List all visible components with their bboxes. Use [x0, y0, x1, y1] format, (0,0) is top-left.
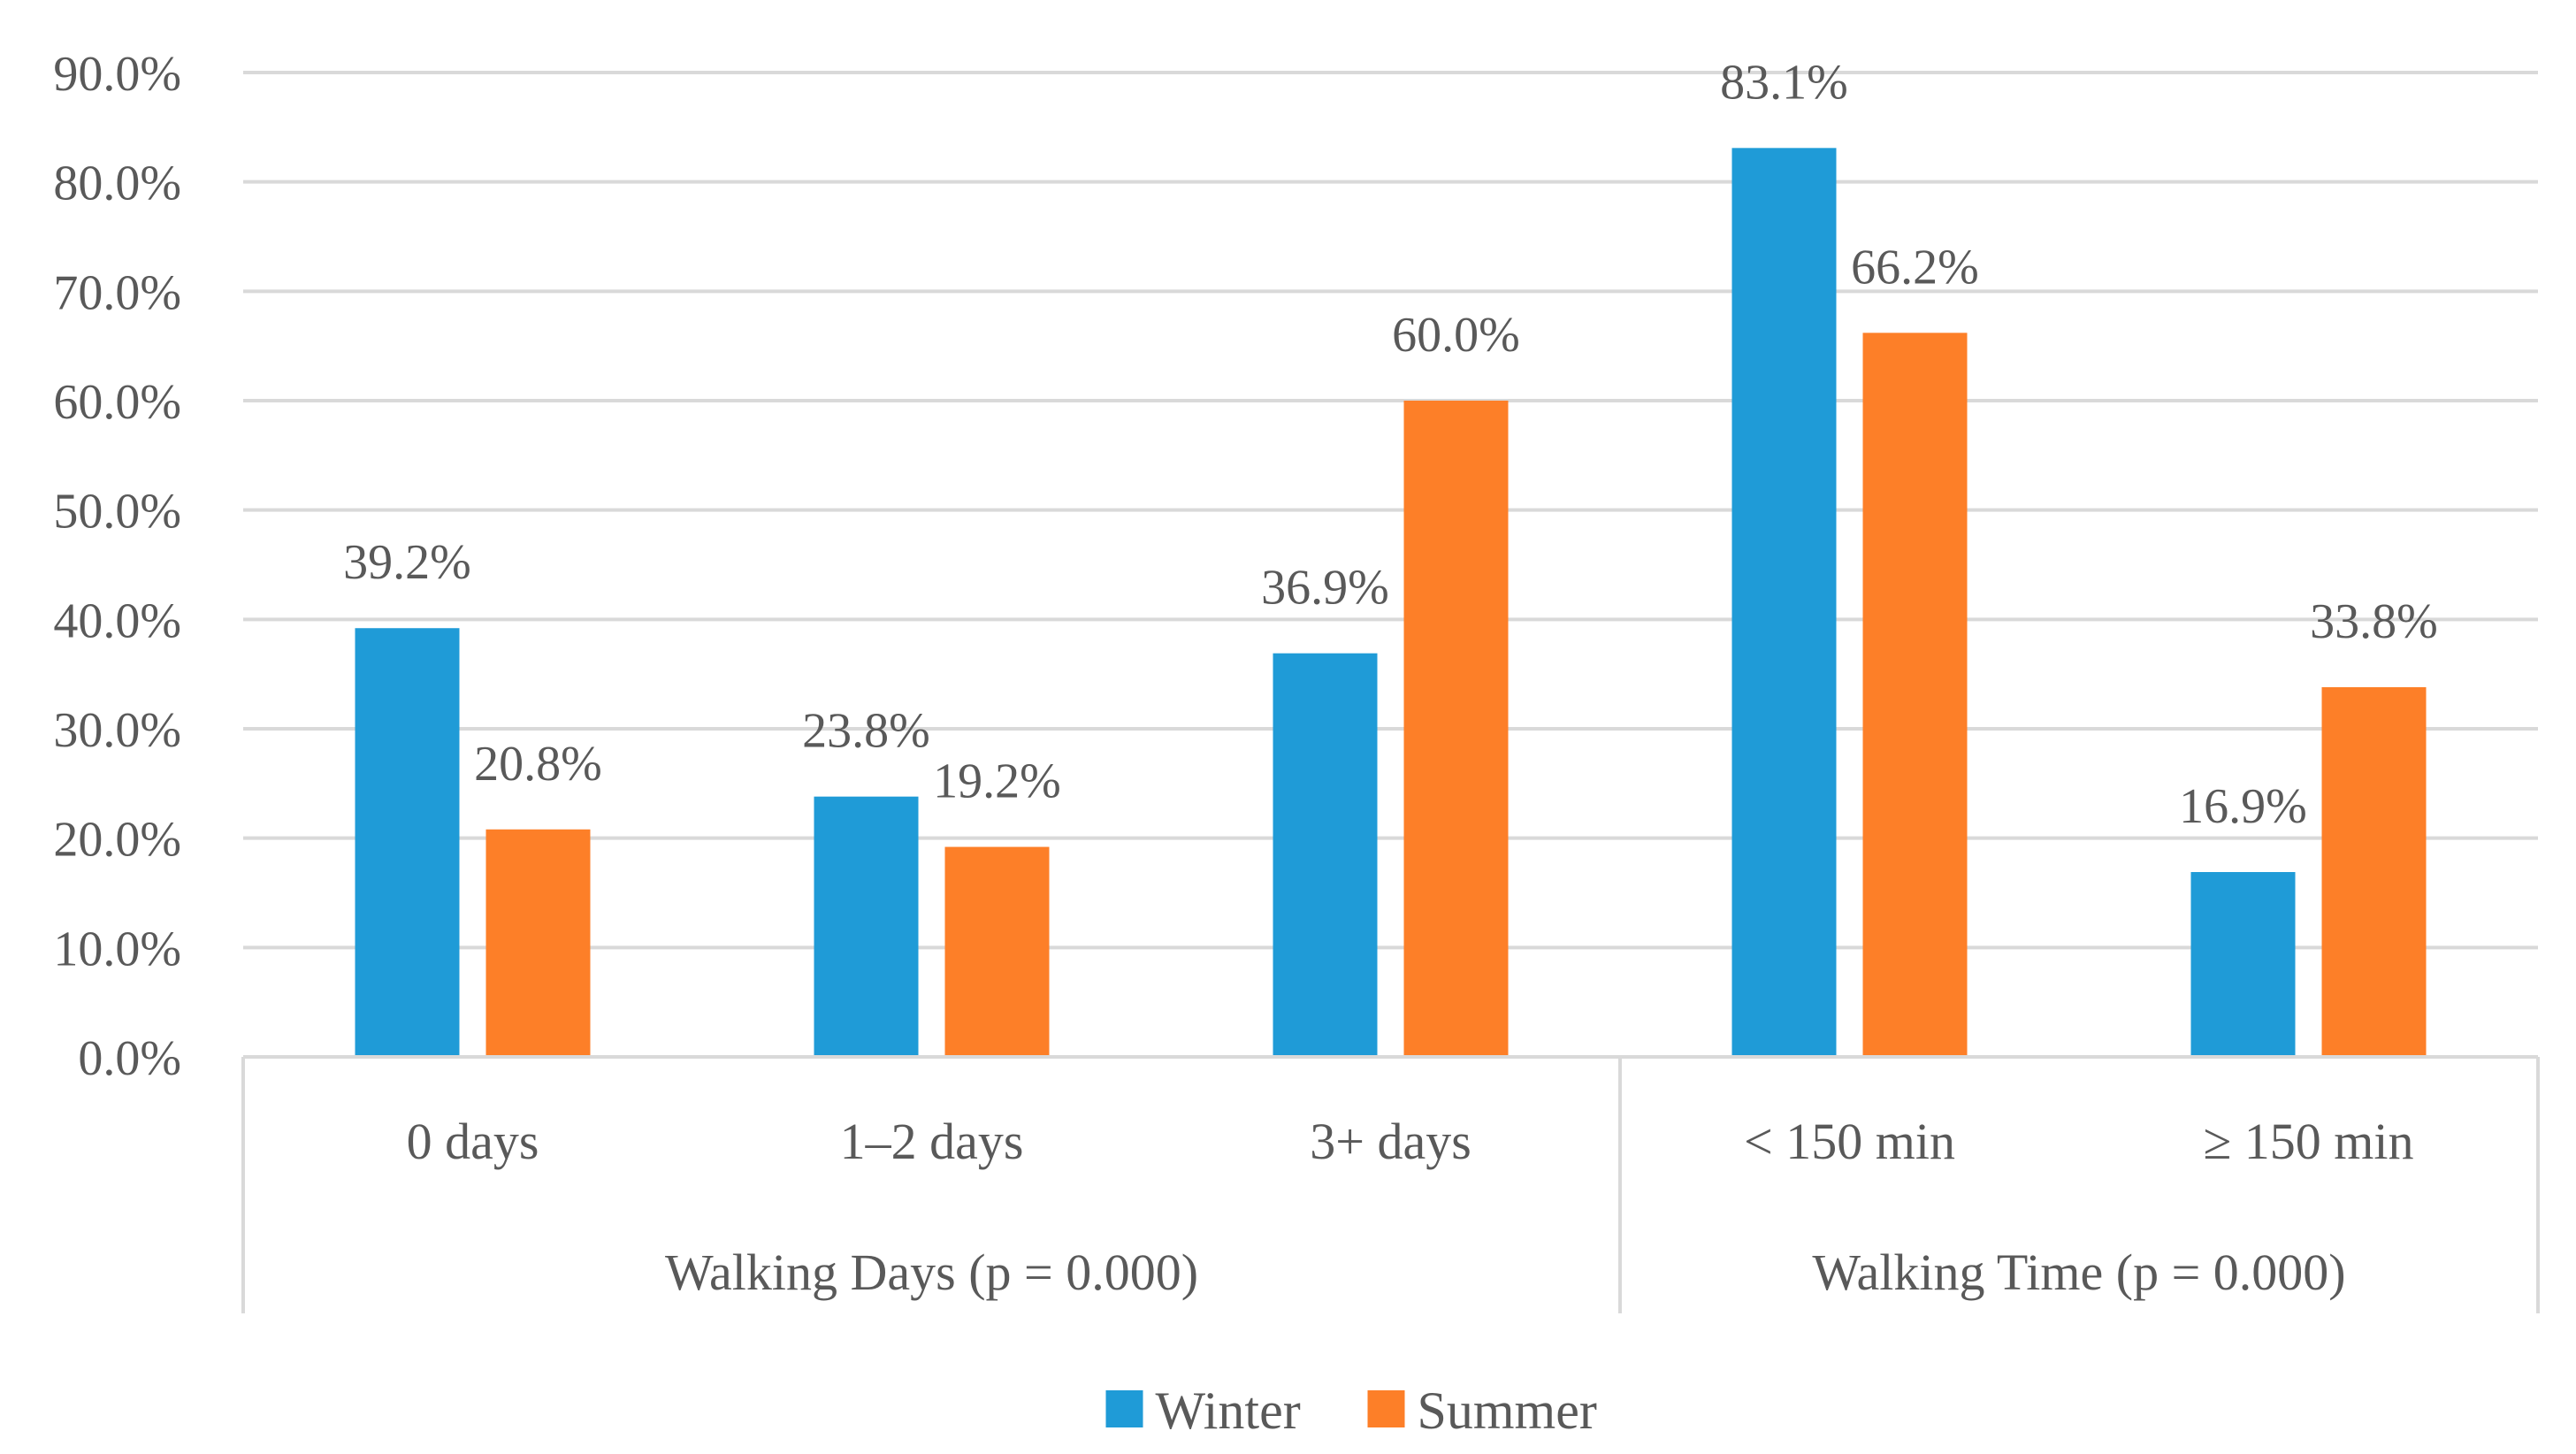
- bar-summer: [2321, 687, 2427, 1057]
- data-label-winter: 83.1%: [1720, 55, 1848, 110]
- bar-summer: [485, 829, 591, 1057]
- y-tick-label: 0.0%: [78, 1031, 181, 1086]
- y-tick-label: 20.0%: [53, 813, 181, 868]
- data-label-summer: 60.0%: [1392, 308, 1520, 363]
- x-axis: 0 days 1–2 days 3+ days < 150 min ≥ 150 min W…: [241, 1055, 2540, 1313]
- gridlines: [243, 71, 2538, 950]
- x-category-label: 0 days: [407, 1113, 539, 1170]
- y-tick-label: 80.0%: [53, 157, 181, 211]
- bar-winter: [2190, 872, 2296, 1057]
- legend-swatch-winter: [1105, 1390, 1143, 1427]
- x-group-label: Walking Time (p = 0.000): [1812, 1244, 2345, 1301]
- y-tick-label: 60.0%: [53, 375, 181, 430]
- bar-winter: [1273, 653, 1378, 1057]
- legend: Winter Summer: [1105, 1381, 1597, 1440]
- data-label-winter: 23.8%: [802, 704, 930, 759]
- bar-summer: [1403, 401, 1509, 1057]
- data-label-summer: 66.2%: [1851, 240, 1979, 295]
- bar-winter: [355, 628, 460, 1057]
- x-category-label: ≥ 150 min: [2203, 1113, 2413, 1170]
- data-label-summer: 33.8%: [2310, 594, 2438, 649]
- data-label-winter: 16.9%: [2179, 779, 2307, 834]
- data-label-winter: 39.2%: [343, 535, 471, 590]
- x-category-label: 1–2 days: [840, 1113, 1024, 1170]
- y-tick-label: 10.0%: [53, 922, 181, 976]
- bar-winter: [814, 796, 919, 1057]
- data-label-summer: 20.8%: [474, 737, 602, 792]
- x-group-label: Walking Days (p = 0.000): [665, 1244, 1198, 1301]
- bar-winter: [1731, 148, 1837, 1058]
- y-tick-label: 40.0%: [53, 593, 181, 648]
- x-category-label: 3+ days: [1310, 1113, 1471, 1170]
- data-label-summer: 19.2%: [933, 754, 1061, 809]
- bars: [355, 148, 2427, 1058]
- bar-summer: [944, 846, 1050, 1057]
- y-tick-label: 90.0%: [53, 47, 181, 102]
- legend-swatch-summer: [1367, 1390, 1405, 1427]
- y-axis-tick-labels: 0.0% 10.0% 20.0% 30.0% 40.0% 50.0% 60.0% 70.0% 8…: [53, 47, 181, 1086]
- x-category-label: < 150 min: [1744, 1113, 1955, 1170]
- y-tick-label: 70.0%: [53, 265, 181, 320]
- data-labels: 39.2% 20.8% 23.8%19.2% 36.9% 60.0% 83.1% 66.2%…: [343, 55, 2438, 834]
- y-tick-label: 50.0%: [53, 485, 181, 540]
- legend-label-summer: Summer: [1418, 1381, 1597, 1440]
- legend-label-winter: Winter: [1156, 1381, 1301, 1440]
- bar-summer: [1862, 333, 1968, 1057]
- y-tick-label: 30.0%: [53, 703, 181, 758]
- data-label-winter: 36.9%: [1261, 561, 1389, 616]
